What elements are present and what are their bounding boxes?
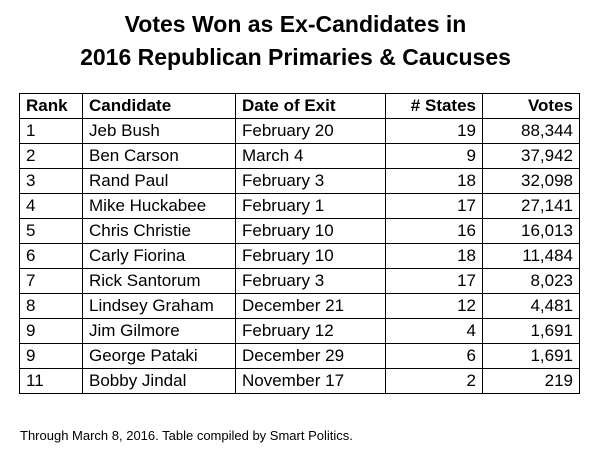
table-row: 9 Jim Gilmore February 12 4 1,691 (19, 318, 580, 344)
votes-cell: 11,484 (482, 243, 580, 269)
states-cell: 16 (385, 218, 483, 244)
candidate-cell: Ben Carson (82, 143, 236, 169)
table-row: 9 George Pataki December 29 6 1,691 (19, 343, 580, 369)
table-row: 8 Lindsey Graham December 21 12 4,481 (19, 293, 580, 319)
column-header-votes: Votes (482, 93, 580, 119)
rank-cell: 6 (19, 243, 83, 269)
table-row: 5 Chris Christie February 10 16 16,013 (19, 218, 580, 244)
date-of-exit-cell: December 29 (235, 343, 386, 369)
date-of-exit-cell: November 17 (235, 368, 386, 394)
table-row: 11 Bobby Jindal November 17 2 219 (19, 368, 580, 394)
column-header-candidate: Candidate (82, 93, 236, 119)
column-header-states: # States (385, 93, 483, 119)
rank-cell: 4 (19, 193, 83, 219)
candidate-cell: Lindsey Graham (82, 293, 236, 319)
candidate-cell: Jeb Bush (82, 118, 236, 144)
table-row: 2 Ben Carson March 4 9 37,942 (19, 143, 580, 169)
table-row: 4 Mike Huckabee February 1 17 27,141 (19, 193, 580, 219)
footnote: Through March 8, 2016. Table compiled by… (20, 428, 353, 443)
states-cell: 17 (385, 268, 483, 294)
candidate-cell: Chris Christie (82, 218, 236, 244)
rank-cell: 7 (19, 268, 83, 294)
votes-cell: 88,344 (482, 118, 580, 144)
states-cell: 17 (385, 193, 483, 219)
title-line-2: 2016 Republican Primaries & Caucuses (80, 44, 511, 70)
rank-cell: 2 (19, 143, 83, 169)
rank-cell: 8 (19, 293, 83, 319)
date-of-exit-cell: February 1 (235, 193, 386, 219)
column-header-date-of-exit: Date of Exit (235, 93, 386, 119)
states-cell: 4 (385, 318, 483, 344)
votes-cell: 8,023 (482, 268, 580, 294)
votes-cell: 37,942 (482, 143, 580, 169)
table-row: 3 Rand Paul February 3 18 32,098 (19, 168, 580, 194)
rank-cell: 1 (19, 118, 83, 144)
votes-cell: 4,481 (482, 293, 580, 319)
table-body: 1 Jeb Bush February 20 19 88,344 2 Ben Carson M… (19, 118, 580, 394)
date-of-exit-cell: February 3 (235, 268, 386, 294)
header-row: Rank Candidate Date of Exit # States Vot… (19, 93, 580, 119)
date-of-exit-cell: February 20 (235, 118, 386, 144)
date-of-exit-cell: February 10 (235, 243, 386, 269)
states-cell: 12 (385, 293, 483, 319)
date-of-exit-cell: March 4 (235, 143, 386, 169)
votes-cell: 27,141 (482, 193, 580, 219)
date-of-exit-cell: February 12 (235, 318, 386, 344)
states-cell: 6 (385, 343, 483, 369)
candidate-cell: Rand Paul (82, 168, 236, 194)
votes-table: Rank Candidate Date of Exit # States Vot… (19, 93, 580, 394)
votes-cell: 32,098 (482, 168, 580, 194)
votes-cell: 16,013 (482, 218, 580, 244)
states-cell: 18 (385, 168, 483, 194)
table-row: 6 Carly Fiorina February 10 18 11,484 (19, 243, 580, 269)
rank-cell: 3 (19, 168, 83, 194)
rank-cell: 11 (19, 368, 83, 394)
candidate-cell: Jim Gilmore (82, 318, 236, 344)
title-line-1: Votes Won as Ex-Candidates in (124, 11, 467, 37)
states-cell: 18 (385, 243, 483, 269)
candidate-cell: Carly Fiorina (82, 243, 236, 269)
candidate-cell: Rick Santorum (82, 268, 236, 294)
date-of-exit-cell: February 3 (235, 168, 386, 194)
column-header-rank: Rank (19, 93, 83, 119)
votes-cell: 219 (482, 368, 580, 394)
table-row: 7 Rick Santorum February 3 17 8,023 (19, 268, 580, 294)
candidate-cell: Mike Huckabee (82, 193, 236, 219)
date-of-exit-cell: December 21 (235, 293, 386, 319)
states-cell: 2 (385, 368, 483, 394)
rank-cell: 9 (19, 318, 83, 344)
votes-cell: 1,691 (482, 343, 580, 369)
votes-cell: 1,691 (482, 318, 580, 344)
states-cell: 9 (385, 143, 483, 169)
rank-cell: 9 (19, 343, 83, 369)
candidate-cell: Bobby Jindal (82, 368, 236, 394)
candidate-cell: George Pataki (82, 343, 236, 369)
table-row: 1 Jeb Bush February 20 19 88,344 (19, 118, 580, 144)
rank-cell: 5 (19, 218, 83, 244)
states-cell: 19 (385, 118, 483, 144)
date-of-exit-cell: February 10 (235, 218, 386, 244)
